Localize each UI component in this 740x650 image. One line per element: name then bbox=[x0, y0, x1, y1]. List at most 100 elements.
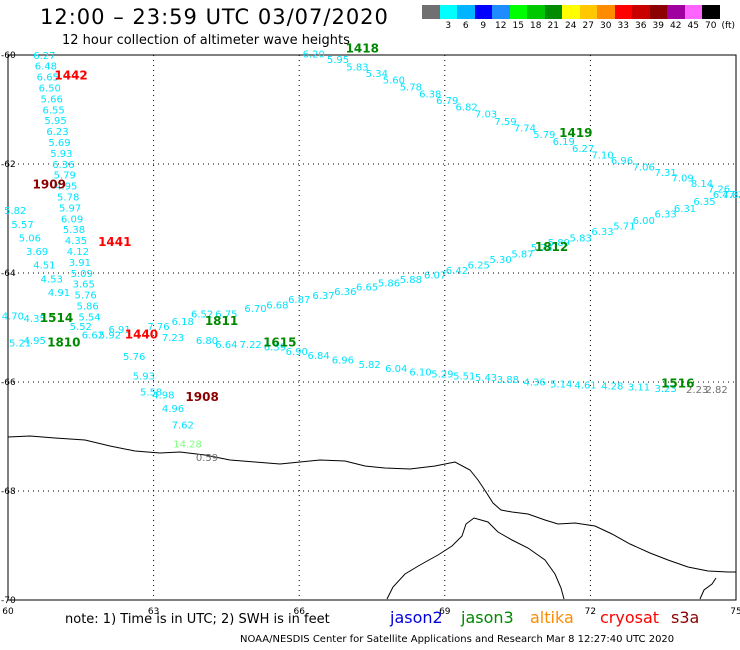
wave-height-label: 6.65 bbox=[37, 73, 59, 84]
wave-height-label: 6.36 bbox=[52, 160, 74, 171]
wave-height-label: 6.18 bbox=[172, 317, 194, 328]
wave-height-label: 5.92 bbox=[99, 330, 121, 341]
wave-height-label: 6.47 bbox=[713, 190, 735, 201]
satellite-label-s3a: s3a bbox=[671, 608, 700, 627]
wave-height-label: 7.09 bbox=[671, 173, 693, 184]
wave-height-label: 5.79 bbox=[533, 130, 555, 141]
wave-height-label: 5.95 bbox=[44, 116, 66, 127]
wave-height-label: 5.79 bbox=[54, 171, 76, 182]
wave-height-label: 5.30 bbox=[489, 255, 511, 266]
wave-height-label: 3.23 bbox=[654, 384, 676, 395]
page-subtitle: 12 hour collection of altimeter wave hei… bbox=[62, 33, 350, 48]
satellite-label-jason2: jason2 bbox=[390, 608, 443, 627]
color-legend-labels: 3 6 9 12 15 18 21 24 27 30 33 36 39 42 45 70 (ft) bbox=[422, 21, 735, 31]
time-label: 1812 bbox=[535, 240, 568, 254]
legend-swatch bbox=[527, 5, 545, 19]
legend-label: 21 bbox=[547, 21, 559, 31]
satellite-label-cryosat: cryosat bbox=[600, 608, 660, 627]
legend-swatch bbox=[474, 5, 492, 19]
legend-label: 70 bbox=[705, 21, 717, 31]
legend-label: 15 bbox=[512, 21, 524, 31]
wave-height-label: 2.82 bbox=[705, 385, 727, 396]
time-label: 1615 bbox=[263, 336, 296, 350]
wave-height-label: 6.75 bbox=[215, 310, 237, 321]
legend-swatch bbox=[597, 5, 615, 19]
wave-height-label: 5.78 bbox=[57, 193, 79, 204]
wave-height-label: 5.60 bbox=[383, 75, 405, 86]
wave-height-label: 6.70 bbox=[244, 304, 266, 315]
wave-height-label: 7.06 bbox=[633, 163, 655, 174]
color-legend bbox=[422, 5, 720, 19]
wave-height-label: 5.76 bbox=[75, 291, 97, 302]
wave-height-label: 6.64 bbox=[215, 340, 237, 351]
wave-height-label: 7.59 bbox=[494, 117, 516, 128]
wave-height-label: 6.37 bbox=[312, 291, 334, 302]
wave-height-label: 5.71 bbox=[613, 221, 635, 232]
wave-height-label: 7.22 bbox=[240, 340, 262, 351]
y-tick-label: -70 bbox=[1, 596, 16, 606]
wave-height-label: 6.39 bbox=[264, 342, 286, 353]
y-tick-label: -66 bbox=[1, 378, 16, 388]
wave-height-label: 5.54 bbox=[78, 312, 100, 323]
wave-height-label: 3.91 bbox=[69, 258, 91, 269]
wave-height-label: 7.82 bbox=[722, 190, 740, 201]
footnote: note: 1) Time is in UTC; 2) SWH is in fe… bbox=[65, 612, 330, 627]
wave-height-label: 5.86 bbox=[76, 302, 98, 313]
wave-height-label: 3.88 bbox=[497, 375, 519, 386]
wave-height-label: 3.65 bbox=[73, 280, 95, 291]
wave-height-label: 4.35 bbox=[24, 314, 46, 325]
wave-height-label: 5.34 bbox=[366, 69, 388, 80]
wave-height-label: 5.95 bbox=[327, 55, 349, 66]
wave-height-label: 4.28 bbox=[601, 382, 623, 393]
time-label: 1514 bbox=[40, 311, 73, 325]
wave-height-label: 5.57 bbox=[11, 220, 33, 231]
wave-height-label: 4.36 bbox=[523, 377, 545, 388]
wave-height-label: 6.79 bbox=[436, 96, 458, 107]
wave-height-label: 6.50 bbox=[39, 84, 61, 95]
x-tick-label: 69 bbox=[439, 607, 451, 617]
legend-swatch bbox=[649, 5, 667, 19]
x-tick-label: 75 bbox=[730, 607, 740, 617]
wave-height-label: 7.10 bbox=[591, 151, 613, 162]
time-label: 1418 bbox=[346, 41, 379, 55]
wave-height-label: 7.76 bbox=[147, 322, 169, 333]
wave-height-label: 6.48 bbox=[35, 62, 57, 73]
wave-height-label: 6.23 bbox=[46, 127, 68, 138]
legend-label: 18 bbox=[530, 21, 542, 31]
legend-swatch bbox=[579, 5, 597, 19]
legend-label: 12 bbox=[495, 21, 507, 31]
legend-label: 42 bbox=[670, 21, 682, 31]
wave-height-label: 7.74 bbox=[514, 123, 536, 134]
wave-height-label: 5.83 bbox=[570, 233, 592, 244]
wave-height-label: 5.58 bbox=[140, 388, 162, 399]
wave-height-label: 4.91 bbox=[48, 288, 70, 299]
wave-height-label: 5.66 bbox=[41, 94, 63, 105]
wave-height-label: 4.95 bbox=[55, 182, 77, 193]
wave-height-label: 6.84 bbox=[307, 351, 329, 362]
legend-label: 6 bbox=[462, 21, 469, 31]
wave-height-label: 5.51 bbox=[453, 371, 475, 382]
legend-label: 9 bbox=[480, 21, 487, 31]
wave-height-label: 5.06 bbox=[19, 233, 41, 244]
wave-height-label: 5.43 bbox=[475, 373, 497, 384]
legend-swatch bbox=[422, 5, 440, 19]
legend-swatch bbox=[562, 5, 580, 19]
wave-height-label: 4.95 bbox=[24, 336, 46, 347]
time-label: 1441 bbox=[98, 235, 131, 249]
wave-height-label: 4.12 bbox=[67, 247, 89, 258]
wave-height-label: 3.11 bbox=[628, 383, 650, 394]
wave-height-label: 6.91 bbox=[108, 325, 130, 336]
legend-label: 39 bbox=[652, 21, 664, 31]
wave-height-label: 6.27 bbox=[572, 144, 594, 155]
wave-height-label: 5.87 bbox=[511, 250, 533, 261]
wave-height-label: 5.78 bbox=[400, 82, 422, 93]
page-title: 12:00 – 23:59 UTC 03/07/2020 bbox=[40, 5, 389, 29]
wave-height-label: 5.21 bbox=[9, 339, 31, 350]
time-label: 1908 bbox=[185, 390, 218, 404]
wave-height-label: 6.33 bbox=[591, 227, 613, 238]
legend-swatch bbox=[632, 5, 650, 19]
wave-height-label: 6.35 bbox=[693, 197, 715, 208]
wave-height-label: 4.96 bbox=[162, 404, 184, 415]
time-label: 1419 bbox=[559, 126, 592, 140]
